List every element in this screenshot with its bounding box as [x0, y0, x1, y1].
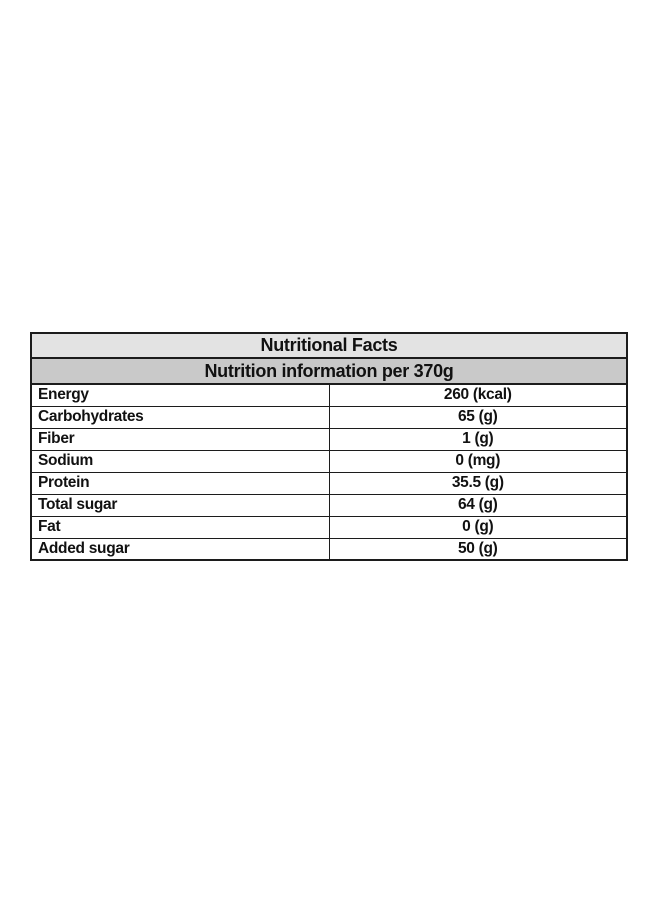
nutrient-label: Energy — [30, 383, 330, 407]
nutrient-value: 64 (g) — [328, 493, 628, 517]
nutrition-facts-table: Nutritional Facts Nutrition information … — [30, 332, 628, 561]
nutrient-value: 50 (g) — [328, 537, 628, 561]
nutrient-label: Protein — [30, 471, 330, 495]
nutrient-label: Added sugar — [30, 537, 330, 561]
nutrient-value: 65 (g) — [328, 405, 628, 429]
nutrient-label: Total sugar — [30, 493, 330, 517]
table-subtitle-row: Nutrition information per 370g — [30, 357, 628, 385]
nutrient-value: 0 (g) — [328, 515, 628, 539]
nutrient-value: 0 (mg) — [328, 449, 628, 473]
table-title: Nutritional Facts — [30, 332, 628, 359]
nutrient-label: Fiber — [30, 427, 330, 451]
table-row-sodium: Sodium 0 (mg) — [30, 449, 628, 473]
table-row-fat: Fat 0 (g) — [30, 515, 628, 539]
table-title-row: Nutritional Facts — [30, 332, 628, 359]
nutrient-label: Carbohydrates — [30, 405, 330, 429]
table-row-total-sugar: Total sugar 64 (g) — [30, 493, 628, 517]
table-row-added-sugar: Added sugar 50 (g) — [30, 537, 628, 561]
table-row-fiber: Fiber 1 (g) — [30, 427, 628, 451]
table-row-carbohydrates: Carbohydrates 65 (g) — [30, 405, 628, 429]
table-subtitle: Nutrition information per 370g — [30, 357, 628, 385]
table-row-energy: Energy 260 (kcal) — [30, 383, 628, 407]
nutrient-label: Fat — [30, 515, 330, 539]
table-row-protein: Protein 35.5 (g) — [30, 471, 628, 495]
nutrient-value: 1 (g) — [328, 427, 628, 451]
nutrient-value: 35.5 (g) — [328, 471, 628, 495]
nutrient-label: Sodium — [30, 449, 330, 473]
nutrient-value: 260 (kcal) — [328, 383, 628, 407]
